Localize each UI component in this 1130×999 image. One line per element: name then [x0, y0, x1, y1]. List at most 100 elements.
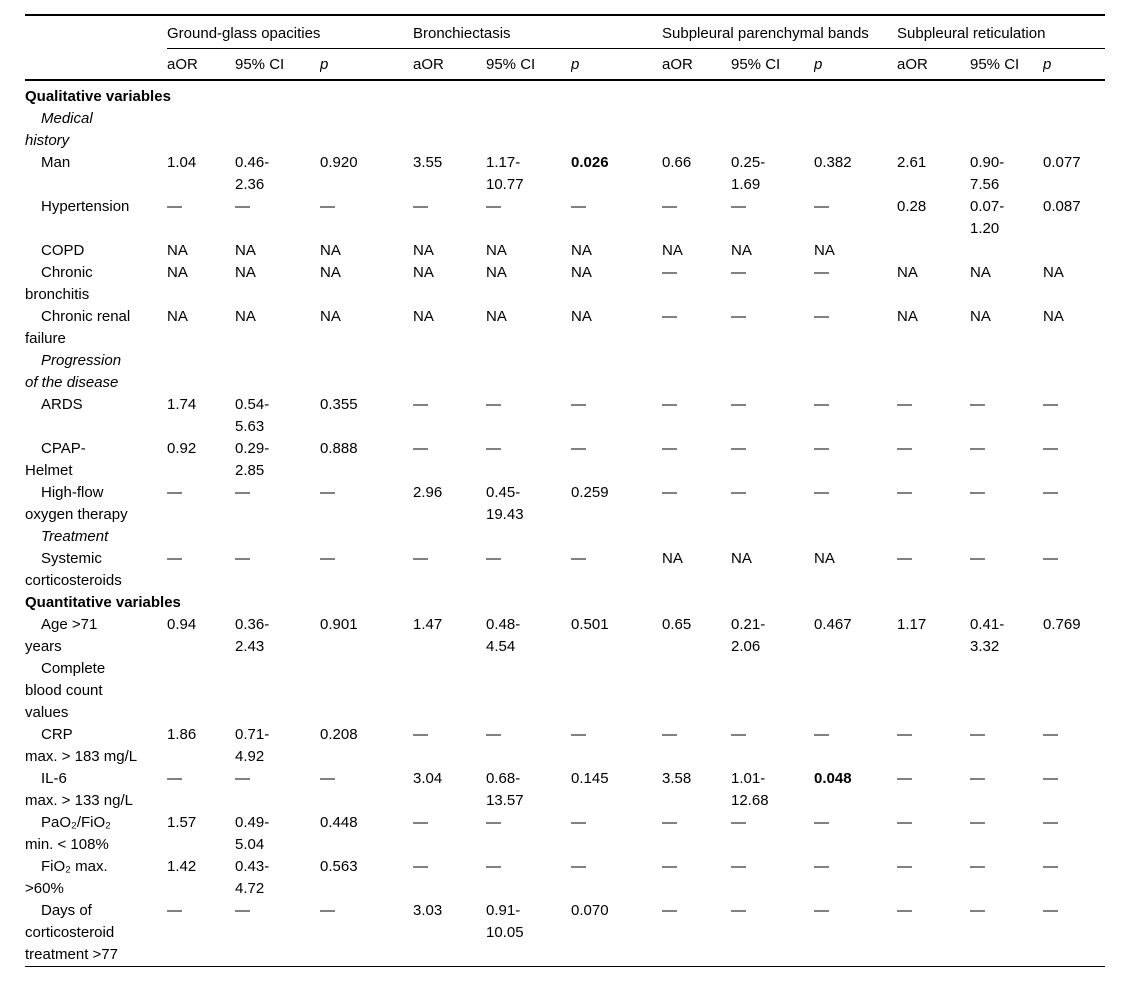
data-cell — [662, 108, 731, 152]
data-cell: 0.41- 3.32 — [970, 616, 1005, 655]
data-cell: 0.94 — [167, 616, 197, 633]
data-cell: NA — [571, 242, 592, 259]
data-cell: — — [413, 726, 428, 743]
table-row: Man 1.04 0.46- 2.36 0.920 3.55 1.17- 10.77 0.0… — [25, 152, 1105, 196]
data-cell — [235, 350, 320, 394]
data-cell: 0.28 — [897, 198, 927, 215]
subsection-row: Treatment — [25, 526, 1105, 548]
data-cell: 0.070 — [571, 900, 662, 967]
data-cell: NA — [731, 550, 752, 567]
row-label: Quantitative variables — [25, 594, 181, 611]
section-row: Qualitative variables — [25, 80, 1105, 108]
data-cell: NA — [235, 242, 256, 259]
data-cell: — — [167, 484, 182, 501]
data-cell: — — [731, 440, 746, 457]
data-cell: NA — [167, 264, 188, 281]
subheader-p: p — [571, 48, 662, 81]
data-cell — [970, 658, 1043, 724]
data-cell: 1.17 — [897, 616, 927, 633]
data-cell: 3.55 — [413, 154, 443, 171]
subheader-p: p — [1043, 48, 1106, 81]
data-cell: — — [731, 308, 746, 325]
column-group-header: Ground-glass opacities — [167, 14, 413, 49]
data-cell: 0.563 — [320, 858, 358, 875]
data-cell: 0.66 — [662, 154, 692, 171]
data-cell: — — [970, 484, 985, 501]
row-label: Complete blood count values — [25, 660, 106, 721]
data-cell: — — [662, 198, 677, 215]
data-cell: — — [486, 858, 501, 875]
data-cell: — — [970, 814, 985, 831]
data-cell: — — [897, 440, 912, 457]
data-cell: NA — [413, 264, 434, 281]
data-cell — [1043, 658, 1105, 724]
data-cell: — — [235, 770, 250, 787]
data-cell: — — [320, 550, 335, 567]
adjusted-odds-ratio-table: Ground-glass opacities Bronchiectasis Su… — [25, 14, 1106, 967]
data-cell: — — [571, 198, 586, 215]
data-cell: 0.54- 5.63 — [235, 396, 270, 435]
column-group-header: Subpleural parenchymal bands — [662, 14, 897, 49]
subheader-ci: 95% CI — [970, 48, 1043, 81]
data-cell: — — [167, 770, 182, 787]
header-corner-cell — [25, 14, 167, 49]
data-cell: 3.03 — [413, 900, 486, 967]
table-row: IL-6 max. > 133 ng/L — — — 3.04 0.68- 13.57 0.… — [25, 768, 1105, 812]
data-cell: 0.259 — [571, 484, 609, 501]
data-cell: — — [320, 484, 335, 501]
data-cell: 0.769 — [1043, 616, 1081, 633]
data-cell: — — [897, 900, 970, 967]
data-cell — [897, 658, 970, 724]
data-cell: 2.96 — [413, 484, 443, 501]
data-cell: NA — [486, 242, 507, 259]
subheader-ci: 95% CI — [486, 48, 571, 81]
data-cell: — — [1043, 550, 1058, 567]
data-cell: 0.026 — [571, 154, 609, 171]
row-label: CRP max. > 183 mg/L — [25, 726, 138, 765]
data-cell: — — [1043, 484, 1058, 501]
subheader-ci: 95% CI — [731, 48, 814, 81]
table-row: COPD NA NA NA NA NA NA NA NA NA — [25, 240, 1105, 262]
data-cell: — — [486, 440, 501, 457]
table-row: Age >71 years 0.94 0.36- 2.43 0.901 1.47 0.48… — [25, 614, 1105, 658]
data-cell: 2.61 — [897, 154, 927, 171]
data-cell: — — [814, 198, 829, 215]
data-cell — [731, 658, 814, 724]
data-cell: 0.90- 7.56 — [970, 154, 1005, 193]
data-cell: — — [1043, 396, 1058, 413]
data-cell — [167, 350, 235, 394]
data-cell: — — [320, 198, 335, 215]
data-cell: NA — [235, 264, 256, 281]
data-cell: NA — [897, 264, 918, 281]
data-cell: — — [571, 858, 586, 875]
row-label: Qualitative variables — [25, 88, 171, 105]
data-cell: 3.04 — [413, 770, 443, 787]
data-cell: NA — [320, 308, 341, 325]
data-cell: 0.71- 4.92 — [235, 726, 270, 765]
table-row: FiO₂ max. >60% 1.42 0.43- 4.72 0.563 — — — — — — —… — [25, 856, 1105, 900]
data-cell — [320, 526, 413, 548]
data-cell — [662, 526, 731, 548]
table-row: CRP max. > 183 mg/L 1.86 0.71- 4.92 0.208 — —… — [25, 724, 1105, 768]
data-cell: — — [814, 396, 829, 413]
row-label: PaO₂/FiO₂ min. < 108% — [25, 814, 111, 853]
data-cell: NA — [970, 308, 991, 325]
data-cell: — — [662, 814, 677, 831]
data-cell — [486, 350, 571, 394]
data-cell: — — [571, 396, 586, 413]
data-cell: — — [571, 814, 586, 831]
table-body: Qualitative variables Medical history Man 1… — [25, 80, 1106, 967]
data-cell: NA — [235, 308, 256, 325]
data-cell: — — [731, 264, 746, 281]
data-cell — [1043, 240, 1105, 262]
data-cell: — — [731, 814, 746, 831]
data-cell: 0.65 — [662, 616, 692, 633]
table-header: Ground-glass opacities Bronchiectasis Su… — [25, 14, 1106, 81]
data-cell: — — [486, 396, 501, 413]
data-cell — [571, 108, 662, 152]
data-cell: — — [662, 308, 677, 325]
column-group-header: Bronchiectasis — [413, 14, 662, 49]
data-cell — [897, 240, 970, 262]
row-label: IL-6 max. > 133 ng/L — [25, 770, 133, 809]
data-cell: — — [571, 440, 586, 457]
